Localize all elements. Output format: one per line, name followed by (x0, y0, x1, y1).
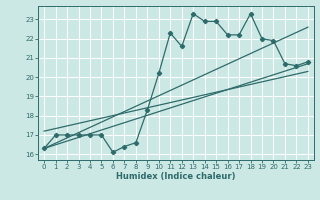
X-axis label: Humidex (Indice chaleur): Humidex (Indice chaleur) (116, 172, 236, 181)
